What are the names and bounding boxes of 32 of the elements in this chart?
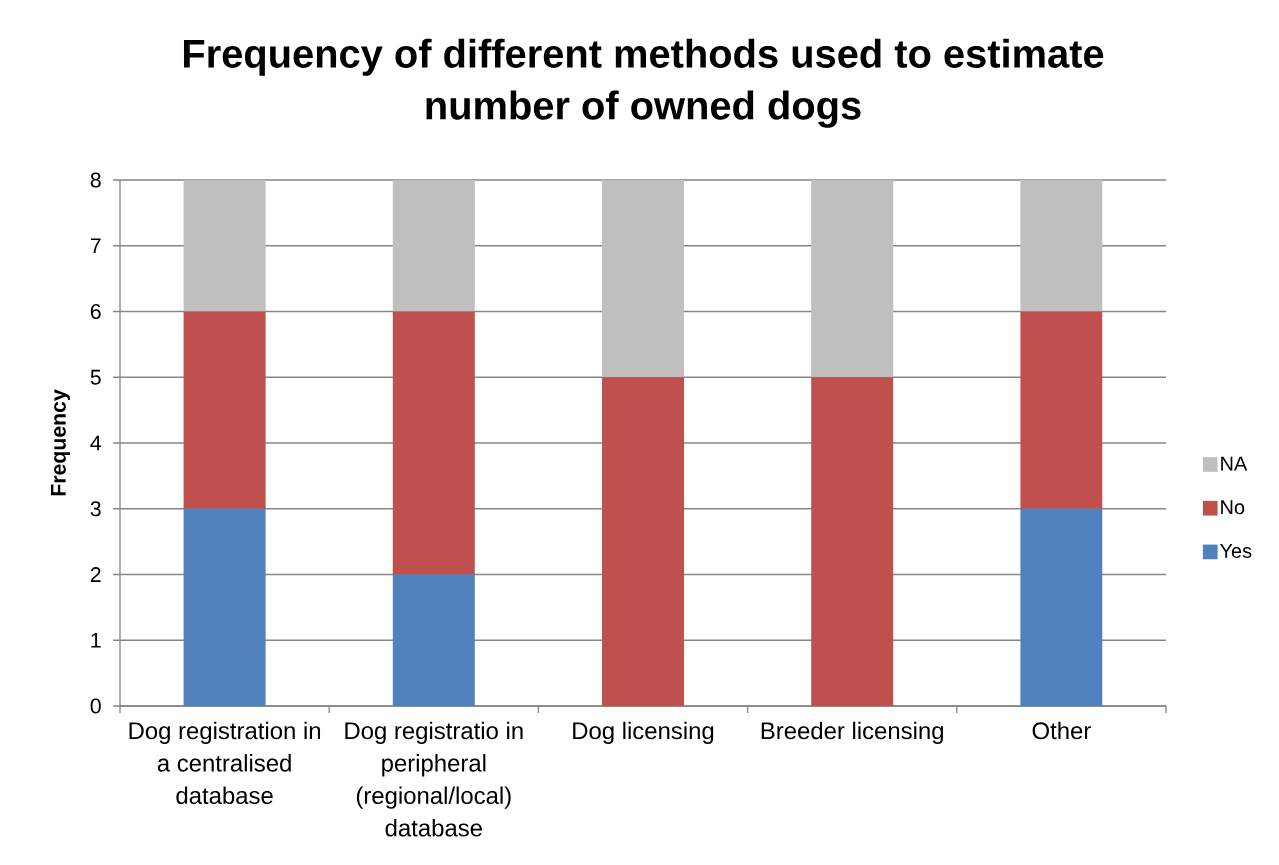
bar (392, 311, 475, 575)
y-tick-label: 1 (91, 632, 101, 648)
chart-title: Frequency of different methods used to estimate number of owned dogs (183, 38, 1104, 128)
legend-label: No (1221, 500, 1245, 515)
bar (1020, 180, 1103, 312)
y-axis-title: Frequency (51, 389, 71, 496)
bar (392, 574, 475, 706)
y-tick-label: 5 (90, 369, 101, 385)
x-tick-label: Breeder licensing (761, 721, 943, 744)
y-tick-label: 6 (90, 303, 101, 320)
x-tick-label: Dog registration in a centralised database (129, 721, 321, 805)
legend-label: NA (1221, 456, 1248, 471)
y-tick-label: 2 (90, 567, 101, 582)
bar (392, 180, 475, 312)
legend-label: Yes (1219, 544, 1252, 558)
bar (183, 508, 266, 706)
bar (811, 377, 894, 706)
bar (1020, 311, 1103, 509)
x-tick-label: Dog licensing (573, 721, 714, 744)
bar (1020, 508, 1103, 706)
bar (183, 311, 266, 509)
y-tick-label: 0 (90, 698, 101, 714)
x-tick-label: Other (1032, 721, 1091, 740)
bar (811, 180, 894, 378)
y-tick-label: 3 (90, 501, 101, 517)
y-tick-label: 7 (90, 238, 101, 254)
x-tick-label: Dog registratio in peripheral (regional/local) database (345, 721, 523, 837)
y-tick-label: 8 (90, 172, 101, 188)
y-tick-label: 4 (90, 435, 102, 451)
bar (602, 377, 685, 706)
bar (183, 180, 266, 312)
bar (602, 180, 685, 378)
